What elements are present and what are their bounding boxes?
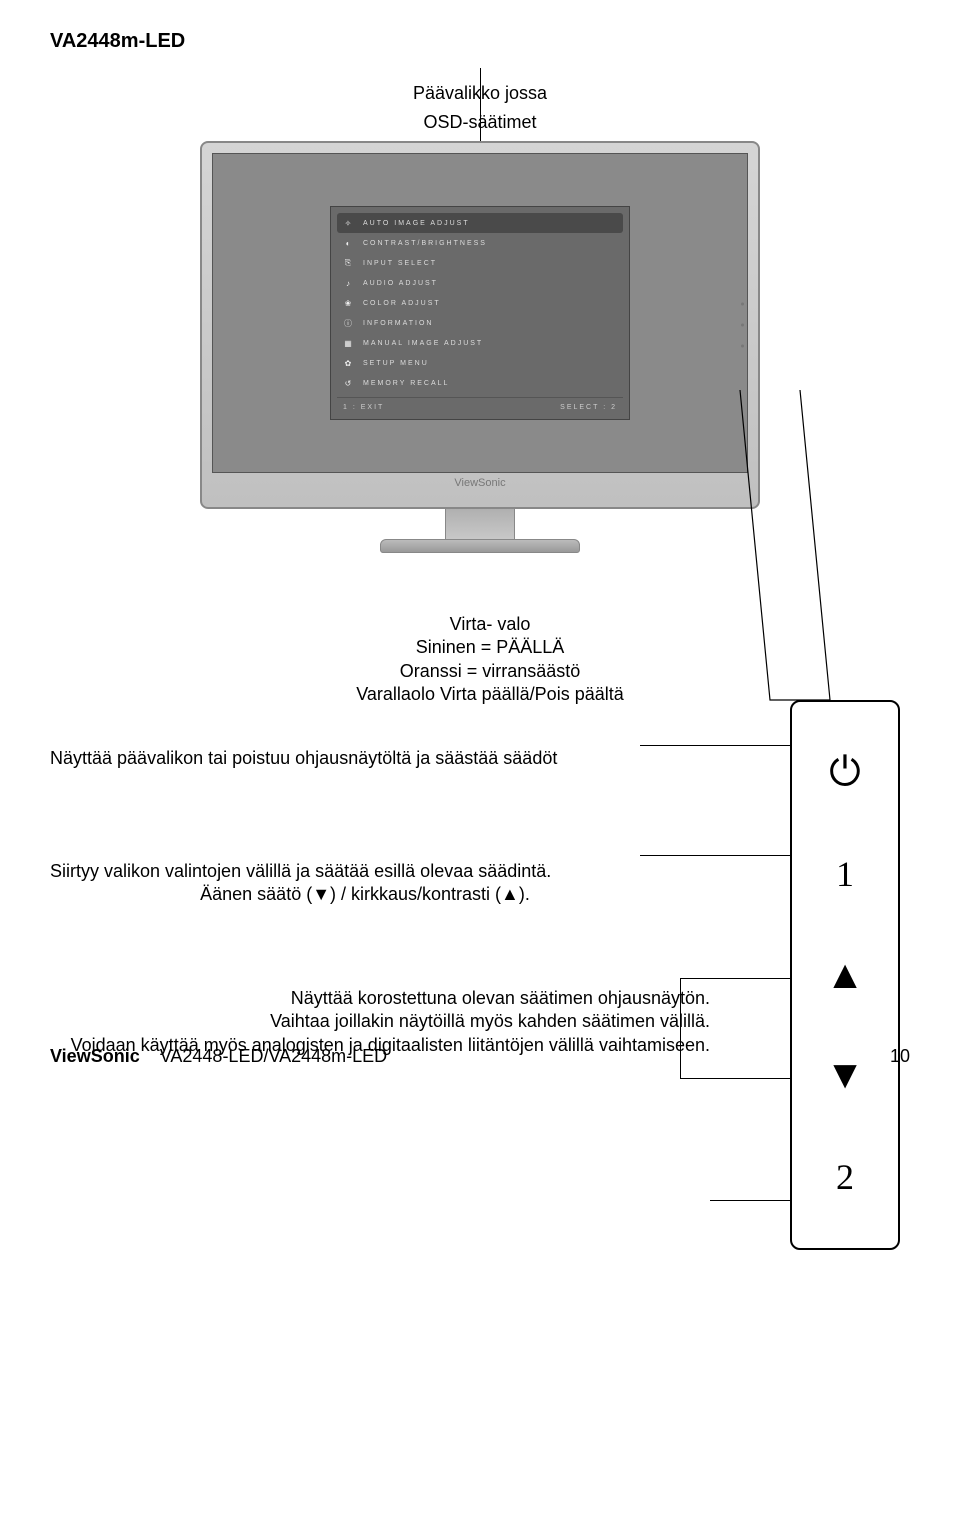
arrows-description: Siirtyy valikon valintojen välillä ja sä… <box>50 860 680 907</box>
monitor-stand-base <box>380 539 580 553</box>
button1-description: Näyttää päävalikon tai poistuu ohjausnäy… <box>50 747 680 770</box>
footer-page-number: 10 <box>890 1046 910 1067</box>
page-footer: ViewSonic VA2448-LED/VA2448m-LED 10 <box>50 1046 910 1067</box>
osd-menu-item: ↺ MEMORY RECALL <box>337 373 623 393</box>
osd-item-label: AUTO IMAGE ADJUST <box>363 220 470 227</box>
footer-model: VA2448-LED/VA2448m-LED <box>160 1046 387 1066</box>
osd-item-icon: ⓘ <box>343 317 355 329</box>
power-desc-line: Oranssi = virransäästö <box>270 660 710 683</box>
button2-desc-line: Vaihtaa joillakin näytöillä myös kahden … <box>50 1010 710 1033</box>
osd-item-icon: ⎘ <box>343 257 355 269</box>
osd-item-icon: ◐ <box>343 237 355 249</box>
footer-brand: ViewSonic <box>50 1046 140 1066</box>
button-1-label: 1 <box>836 853 854 895</box>
osd-menu-item: ⎘ INPUT SELECT <box>337 253 623 273</box>
up-arrow-icon: ▲ <box>825 955 865 995</box>
osd-item-label: MEMORY RECALL <box>363 380 449 387</box>
arrows-desc-line: Siirtyy valikon valintojen välillä ja sä… <box>50 860 680 883</box>
osd-footer: 1 : EXIT SELECT : 2 <box>337 397 623 413</box>
osd-item-icon: ♪ <box>343 277 355 289</box>
osd-footer-left: 1 : EXIT <box>343 404 384 411</box>
button-panel: ⏻ 1 ▲ ▼ 2 <box>790 700 900 1250</box>
page-header-model: VA2448m-LED <box>50 30 910 53</box>
osd-item-icon: ❀ <box>343 297 355 309</box>
connector-line <box>680 978 790 979</box>
osd-item-label: MANUAL IMAGE ADJUST <box>363 340 483 347</box>
bezel-side-dots <box>741 303 744 348</box>
power-description: Virta- valo Sininen = PÄÄLLÄ Oranssi = v… <box>270 613 710 707</box>
osd-menu-item: ▦ MANUAL IMAGE ADJUST <box>337 333 623 353</box>
connector-line <box>640 855 790 856</box>
osd-item-icon: ✧ <box>343 217 355 229</box>
button1-desc-text: Näyttää päävalikon tai poistuu ohjausnäy… <box>50 748 557 768</box>
power-desc-line: Virta- valo <box>270 613 710 636</box>
osd-menu-item: ♪ AUDIO ADJUST <box>337 273 623 293</box>
power-icon: ⏻ <box>829 752 861 792</box>
button-2-label: 2 <box>836 1156 854 1198</box>
osd-item-label: AUDIO ADJUST <box>363 280 438 287</box>
osd-menu-item: ⓘ INFORMATION <box>337 313 623 333</box>
button2-desc-line: Näyttää korostettuna olevan säätimen ohj… <box>50 987 710 1010</box>
power-desc-line: Sininen = PÄÄLLÄ <box>270 636 710 659</box>
osd-item-icon: ▦ <box>343 337 355 349</box>
power-desc-line: Varallaolo Virta päällä/Pois päältä <box>270 683 710 706</box>
osd-item-label: COLOR ADJUST <box>363 300 441 307</box>
osd-item-icon: ↺ <box>343 377 355 389</box>
osd-menu-item: ◐ CONTRAST/BRIGHTNESS <box>337 233 623 253</box>
osd-menu-item: ✿ SETUP MENU <box>337 353 623 373</box>
arrows-desc-line: Äänen säätö (▼) / kirkkaus/kontrasti (▲)… <box>50 883 680 906</box>
monitor-stand-neck <box>445 509 515 539</box>
connector-line <box>640 745 790 746</box>
monitor-brand-label: ViewSonic <box>212 473 748 489</box>
osd-item-icon: ✿ <box>343 357 355 369</box>
osd-item-label: INPUT SELECT <box>363 260 437 267</box>
connector-line <box>710 1200 790 1201</box>
osd-footer-right: SELECT : 2 <box>560 404 617 411</box>
connector-line <box>680 1078 790 1079</box>
osd-menu-item: ✧ AUTO IMAGE ADJUST <box>337 213 623 233</box>
osd-item-label: SETUP MENU <box>363 360 429 367</box>
osd-menu-item: ❀ COLOR ADJUST <box>337 293 623 313</box>
osd-item-label: CONTRAST/BRIGHTNESS <box>363 240 487 247</box>
osd-item-label: INFORMATION <box>363 320 433 327</box>
osd-menu: ✧ AUTO IMAGE ADJUST ◐ CONTRAST/BRIGHTNESS ⎘ I… <box>330 206 630 420</box>
monitor-illustration: ✧ AUTO IMAGE ADJUST ◐ CONTRAST/BRIGHTNESS ⎘ I… <box>200 141 760 553</box>
